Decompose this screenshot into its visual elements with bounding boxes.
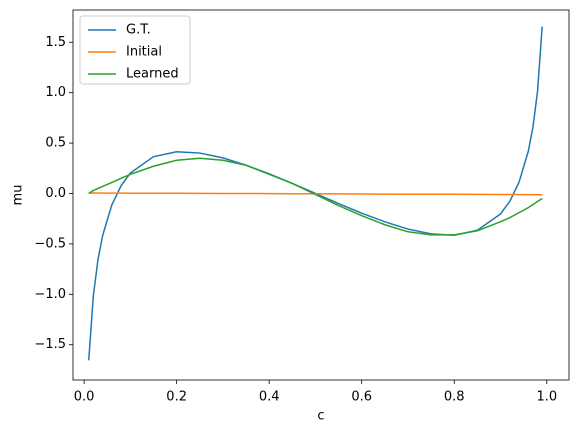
y-tick-label: 0.0	[45, 186, 66, 201]
legend-box	[79, 15, 191, 85]
y-tick-label: −1.5	[34, 337, 66, 352]
series-line	[88, 157, 543, 236]
x-tick-label: 0.2	[166, 390, 187, 405]
x-tick-label: 1.0	[536, 390, 557, 405]
legend-label: Initial	[126, 45, 162, 60]
legend-label: Learned	[126, 67, 179, 82]
y-tick-label: −1.0	[34, 287, 66, 302]
x-tick-label: 0.8	[444, 390, 465, 405]
x-tick-label: 0.4	[259, 390, 280, 405]
x-axis-label: c	[317, 409, 324, 424]
y-tick-label: 1.0	[45, 85, 66, 100]
legend-label: G.T.	[126, 23, 151, 38]
y-tick-label: 1.5	[45, 35, 66, 50]
x-tick-label: 0.0	[74, 390, 95, 405]
plot-frame	[72, 9, 570, 381]
y-axis-label: mu	[11, 185, 26, 206]
y-tick-label: 0.5	[45, 136, 66, 151]
x-tick-label: 0.6	[351, 390, 372, 405]
y-tick-label: −0.5	[34, 236, 66, 251]
